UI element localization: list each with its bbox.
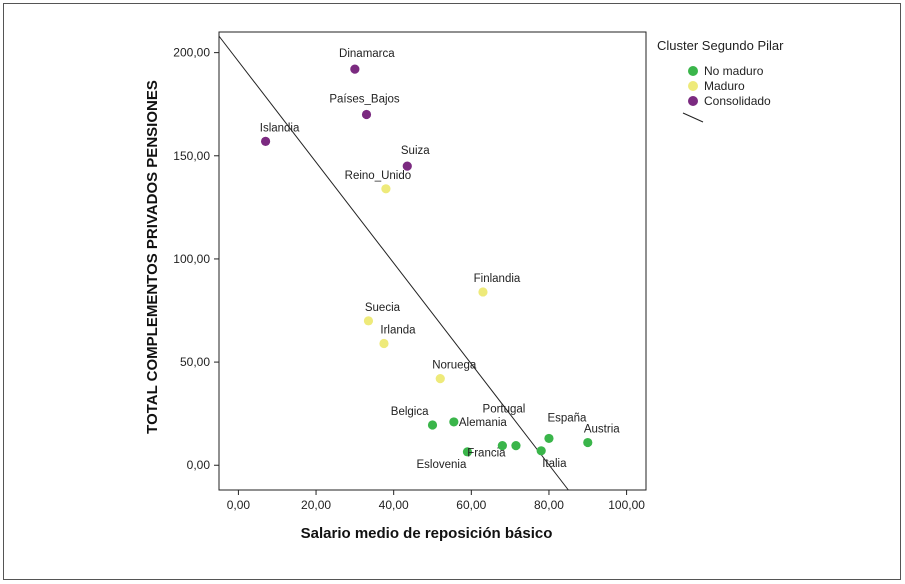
data-point bbox=[379, 338, 389, 349]
point-label: Reino_Unido bbox=[345, 170, 412, 182]
legend-marker bbox=[688, 66, 698, 76]
fit-line-group bbox=[218, 35, 569, 491]
point-label: España bbox=[547, 412, 587, 424]
plot-area bbox=[218, 31, 647, 491]
data-point bbox=[350, 64, 360, 74]
point-label: Austria bbox=[584, 424, 620, 436]
point-label: Italia bbox=[542, 458, 567, 470]
x-tick-label: 100,00 bbox=[608, 498, 645, 512]
x-tick-label: 60,00 bbox=[456, 498, 486, 512]
fit-line bbox=[218, 35, 569, 491]
y-tick-label: 100,00 bbox=[173, 252, 210, 266]
legend-label: Maduro bbox=[704, 79, 745, 93]
y-tick-label: 50,00 bbox=[180, 355, 210, 369]
y-tick-label: 0,00 bbox=[187, 458, 211, 472]
point-label: Noruega bbox=[432, 360, 477, 372]
data-point bbox=[363, 316, 374, 326]
point-label: Suecia bbox=[365, 302, 401, 314]
y-axis-title: TOTAL COMPLEMENTOS PRIVADOS PENSIONES bbox=[144, 80, 161, 434]
points-group bbox=[260, 64, 593, 457]
data-point bbox=[536, 446, 546, 456]
point-label: Eslovenia bbox=[416, 459, 466, 471]
legend-title: Cluster Segundo Pilar bbox=[657, 38, 784, 53]
legend: Cluster Segundo Pilar No maduroMaduroCon… bbox=[657, 38, 784, 123]
data-point bbox=[361, 109, 372, 120]
x-tick-label: 20,00 bbox=[301, 498, 331, 512]
point-label: Suiza bbox=[401, 145, 430, 157]
data-point bbox=[427, 420, 438, 430]
legend-marker bbox=[688, 81, 698, 91]
data-point bbox=[462, 447, 473, 457]
legend-label: No maduro bbox=[704, 64, 764, 78]
figure-frame bbox=[3, 3, 901, 580]
data-point bbox=[497, 441, 507, 451]
point-label: Dinamarca bbox=[339, 48, 395, 60]
data-point bbox=[583, 437, 593, 448]
legend-fit-line-marker bbox=[682, 112, 704, 123]
y-tick-label: 150,00 bbox=[173, 149, 210, 163]
data-point bbox=[511, 441, 521, 451]
data-point bbox=[260, 136, 271, 146]
point-labels-group: Dinamarca Países_Bajos Islandia Suiza Reino_… bbox=[260, 48, 621, 471]
point-label: Belgica bbox=[391, 406, 429, 418]
data-point bbox=[544, 433, 554, 444]
data-point bbox=[402, 161, 412, 171]
axes: 0,00 20,00 40,00 60,00 80,00 100,00 0,00 50,00 1… bbox=[173, 46, 645, 512]
point-label: Países_Bajos bbox=[329, 94, 400, 106]
point-label: Irlanda bbox=[380, 325, 416, 337]
x-tick-label: 0,00 bbox=[227, 498, 251, 512]
point-label: Islandia bbox=[260, 122, 300, 134]
point-label: Finlandia bbox=[474, 273, 521, 285]
x-tick-label: 40,00 bbox=[379, 498, 409, 512]
point-label: Francia bbox=[467, 448, 506, 460]
data-point bbox=[381, 184, 391, 194]
x-tick-label: 80,00 bbox=[534, 498, 564, 512]
point-label: Alemania bbox=[459, 417, 508, 429]
point-label: Portugal bbox=[483, 404, 526, 416]
y-tick-label: 200,00 bbox=[173, 46, 210, 60]
data-point bbox=[449, 417, 459, 427]
data-point bbox=[478, 287, 488, 297]
data-point bbox=[435, 373, 445, 384]
legend-label: Consolidado bbox=[704, 94, 771, 108]
x-axis-title: Salario medio de reposición básico bbox=[301, 525, 553, 542]
legend-marker bbox=[688, 96, 698, 106]
